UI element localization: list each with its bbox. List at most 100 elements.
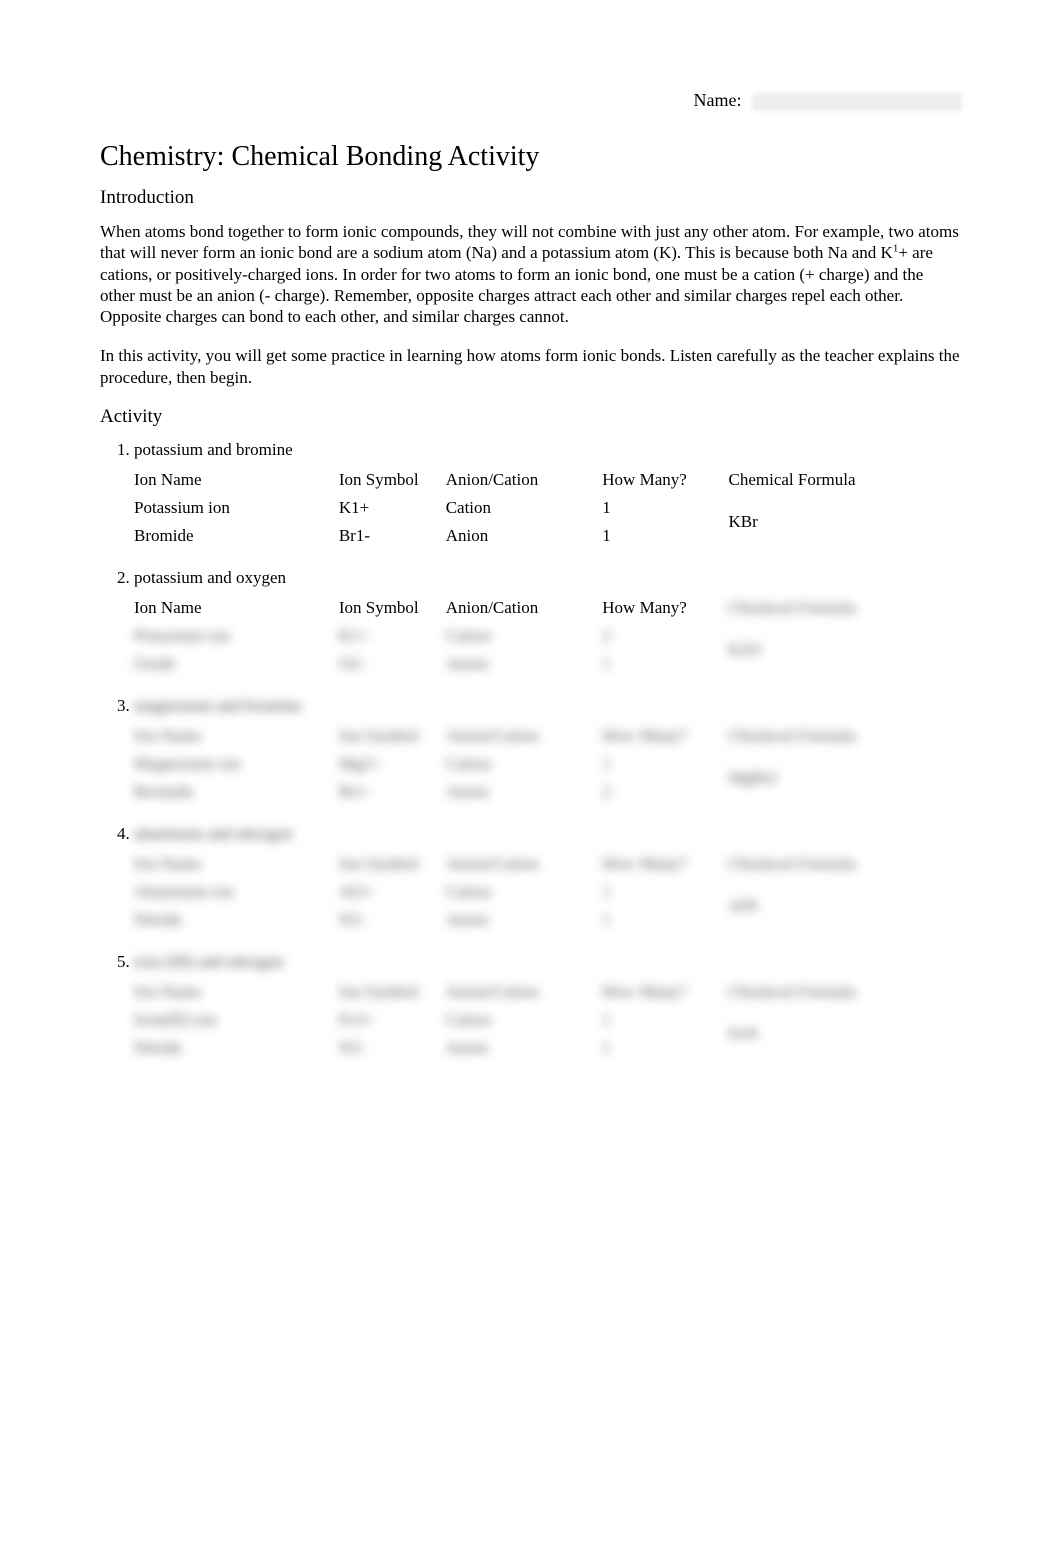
table-row: Iron(III) ionFe3+Cation1FeN — [134, 1006, 904, 1034]
activity-item-title: iron (III) and nitrogen — [134, 952, 962, 972]
cell-how-many: 1 — [602, 1034, 728, 1062]
table-row: Potassium ionK1+Cation1KBr — [134, 494, 904, 522]
cell-ion-symbol: Al3+ — [339, 878, 446, 906]
th-ion-name: Ion Name — [134, 722, 339, 750]
activity-item: potassium and oxygen Ion NameIon SymbolAn… — [134, 568, 962, 678]
th-ion-symbol: Ion Symbol — [339, 466, 446, 494]
cell-ion-symbol: Fe3+ — [339, 1006, 446, 1034]
cell-ion-symbol: N3- — [339, 906, 446, 934]
cell-anion-cation: Anion — [446, 778, 603, 806]
cell-how-many: 1 — [602, 1006, 728, 1034]
intro-heading: Introduction — [100, 187, 962, 209]
activity-heading: Activity — [100, 406, 962, 428]
th-anion-cation: Anion/Cation — [446, 850, 603, 878]
activity-item: iron (III) and nitrogen Ion NameIon Symbo… — [134, 952, 962, 1062]
activity-item-title: potassium and bromine — [134, 440, 962, 460]
th-chemical-formula: Chemical Formula — [729, 466, 905, 494]
cell-how-many: 2 — [602, 622, 728, 650]
cell-chemical-formula: AlN — [729, 878, 904, 934]
th-ion-name: Ion Name — [134, 978, 339, 1006]
cell-ion-symbol: O2- — [339, 650, 446, 678]
cell-ion-name: Magnesium ion — [134, 750, 339, 778]
name-field-row: Name: — [100, 90, 962, 111]
cell-how-many: 1 — [602, 494, 728, 522]
th-how-many: How Many? — [602, 978, 728, 1006]
cell-how-many: 1 — [602, 750, 728, 778]
activity-item: aluminum and nitrogenIon NameIon SymbolA… — [134, 824, 962, 934]
th-anion-cation: Anion/Cation — [446, 722, 603, 750]
name-input-blurred — [752, 93, 962, 111]
cell-how-many: 1 — [602, 650, 728, 678]
ion-table: Ion NameIon SymbolAnion/CationHow Many?C… — [134, 722, 904, 806]
cell-ion-name: Aluminum ion — [134, 878, 339, 906]
th-how-many: How Many? — [602, 594, 728, 622]
cell-anion-cation: Anion — [446, 1034, 603, 1062]
cell-anion-cation: Cation — [446, 622, 603, 650]
th-anion-cation: Anion/Cation — [446, 466, 603, 494]
table-row: Potassium ionK1+Cation2K2O — [134, 622, 904, 650]
activity-list: potassium and bromineIon NameIon SymbolA… — [100, 440, 962, 1062]
th-how-many: How Many? — [602, 850, 728, 878]
th-how-many: How Many? — [602, 722, 728, 750]
cell-anion-cation: Anion — [446, 522, 603, 550]
th-ion-symbol: Ion Symbol — [339, 722, 446, 750]
cell-ion-name: Potassium ion — [134, 622, 339, 650]
cell-how-many: 1 — [602, 522, 728, 550]
activity-item-title: aluminum and nitrogen — [134, 824, 962, 844]
table-row: Aluminum ionAl3+Cation1AlN — [134, 878, 904, 906]
th-ion-symbol: Ion Symbol — [339, 978, 446, 1006]
th-ion-name: Ion Name — [134, 594, 339, 622]
th-ion-name: Ion Name — [134, 850, 339, 878]
th-anion-cation: Anion/Cation — [446, 594, 603, 622]
cell-ion-symbol: K1+ — [339, 494, 446, 522]
cell-anion-cation: Anion — [446, 906, 603, 934]
cell-ion-symbol: Mg2+ — [339, 750, 446, 778]
cell-anion-cation: Cation — [446, 750, 603, 778]
th-chemical-formula: Chemical Formula — [728, 978, 904, 1006]
activity-item: magnesium and bromine Ion NameIon SymbolA… — [134, 696, 962, 806]
cell-anion-cation: Cation — [446, 494, 603, 522]
th-chemical-formula: Chemical Formula — [729, 594, 905, 622]
table-row: Magnesium ionMg2+Cation1MgBr2 — [134, 750, 904, 778]
cell-ion-name: Bromide — [134, 522, 339, 550]
cell-chemical-formula: K2O — [729, 622, 905, 678]
activity-item-title: potassium and oxygen — [134, 568, 962, 588]
ion-table: Ion NameIon SymbolAnion/CationHow Many?C… — [134, 850, 904, 934]
cell-ion-name: Bromide — [134, 778, 339, 806]
cell-chemical-formula: MgBr2 — [729, 750, 904, 806]
cell-ion-name: Potassium ion — [134, 494, 339, 522]
cell-ion-symbol: Br1- — [339, 778, 446, 806]
ion-table: Ion NameIon SymbolAnion/CationHow Many?C… — [134, 466, 904, 550]
intro-paragraph-2: In this activity, you will get some prac… — [100, 345, 962, 388]
cell-chemical-formula: FeN — [728, 1006, 904, 1062]
activity-item: potassium and bromine Ion NameIon SymbolA… — [134, 440, 962, 550]
cell-chemical-formula: KBr — [729, 494, 905, 550]
th-ion-symbol: Ion Symbol — [339, 594, 446, 622]
name-label: Name: — [694, 90, 742, 110]
th-chemical-formula: Chemical Formula — [729, 722, 904, 750]
cell-ion-name: Nitride — [134, 1034, 339, 1062]
ion-table: Ion NameIon SymbolAnion/CationHow Many?C… — [134, 594, 904, 678]
intro-paragraph-1: When atoms bond together to form ionic c… — [100, 221, 962, 327]
cell-anion-cation: Cation — [446, 1006, 603, 1034]
th-how-many: How Many? — [602, 466, 728, 494]
cell-ion-symbol: Br1- — [339, 522, 446, 550]
cell-how-many: 1 — [602, 878, 728, 906]
cell-anion-cation: Cation — [446, 878, 603, 906]
th-ion-name: Ion Name — [134, 466, 339, 494]
cell-how-many: 1 — [602, 906, 728, 934]
cell-ion-name: Oxide — [134, 650, 339, 678]
page-title: Chemistry: Chemical Bonding Activity — [100, 141, 962, 173]
cell-how-many: 2 — [602, 778, 728, 806]
cell-ion-symbol: N3- — [339, 1034, 446, 1062]
cell-anion-cation: Anion — [446, 650, 603, 678]
th-chemical-formula: Chemical Formula — [729, 850, 904, 878]
th-ion-symbol: Ion Symbol — [339, 850, 446, 878]
th-anion-cation: Anion/Cation — [446, 978, 603, 1006]
ion-table: Ion NameIon SymbolAnion/CationHow Many?C… — [134, 978, 904, 1062]
intro-p1-a: When atoms bond together to form ionic c… — [100, 222, 959, 262]
cell-ion-name: Nitride — [134, 906, 339, 934]
cell-ion-symbol: K1+ — [339, 622, 446, 650]
cell-ion-name: Iron(III) ion — [134, 1006, 339, 1034]
activity-item-title: magnesium and bromine — [134, 696, 962, 716]
